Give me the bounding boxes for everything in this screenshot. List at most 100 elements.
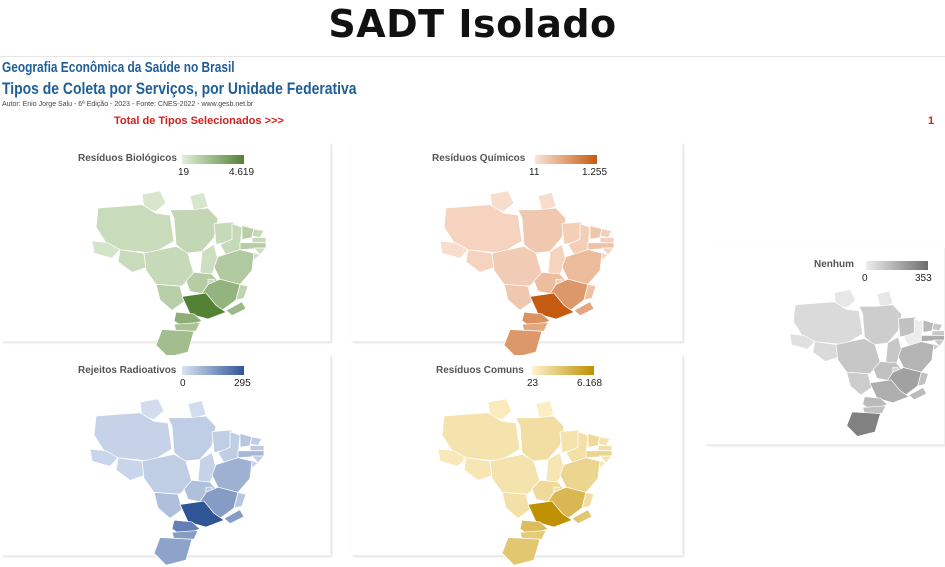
state-ba[interactable] [211,457,253,493]
state-ce[interactable] [241,224,255,240]
state-rj[interactable] [573,301,595,317]
state-to[interactable] [545,451,565,488]
state-am[interactable] [443,204,523,254]
total-selected-label: Total de Tipos Selecionados >>> [114,115,284,127]
state-al[interactable] [601,247,615,256]
state-ce[interactable] [239,432,253,448]
state-pa[interactable] [515,415,565,462]
state-ba[interactable] [897,341,935,373]
state-ap[interactable] [535,400,555,421]
state-sc[interactable] [173,322,201,332]
state-ro[interactable] [812,341,840,362]
state-ms[interactable] [153,492,183,519]
state-sc[interactable] [521,322,549,332]
state-rs[interactable] [155,329,195,358]
state-rj[interactable] [225,301,247,317]
state-pa[interactable] [517,207,567,254]
state-ro[interactable] [115,457,147,481]
state-ro[interactable] [463,457,495,481]
state-al[interactable] [599,455,613,464]
state-ro[interactable] [117,249,149,273]
color-legend [866,261,928,270]
state-rs[interactable] [153,537,193,566]
color-legend [535,155,597,164]
state-ms[interactable] [501,492,531,519]
state-ro[interactable] [465,249,497,273]
state-ac[interactable] [789,333,816,350]
state-rn[interactable] [599,228,613,238]
state-es[interactable] [917,371,929,387]
map-title: Rejeitos Radioativos [78,365,177,376]
state-ms[interactable] [503,284,533,311]
state-ce[interactable] [587,432,601,448]
state-al[interactable] [933,339,945,347]
state-ms[interactable] [155,284,185,311]
legend-min: 11 [529,167,540,178]
state-to[interactable] [197,451,217,488]
state-am[interactable] [93,412,173,462]
state-sc[interactable] [862,405,887,414]
legend-max: 353 [915,273,932,284]
map-panel-residuos-comuns[interactable]: Resíduos Comuns 23 6.168 [352,355,683,566]
state-es[interactable] [583,283,597,301]
map-panel-residuos-quimicos[interactable]: Resíduos Químicos 11 1.255 [352,143,683,358]
state-am[interactable] [441,412,521,462]
choropleth-map [789,289,945,437]
state-am[interactable] [95,204,175,254]
state-ba[interactable] [213,249,255,285]
choropleth-map [91,190,267,358]
map-title: Resíduos Biológicos [78,153,177,164]
state-rs[interactable] [846,411,881,437]
state-to[interactable] [199,243,219,280]
map-panel-nenhum[interactable]: Nenhum 0 353 [706,248,945,445]
state-es[interactable] [235,283,249,301]
state-ba[interactable] [559,457,601,493]
state-es[interactable] [581,491,595,509]
state-rs[interactable] [503,329,543,358]
state-rj[interactable] [908,387,928,401]
state-am[interactable] [792,301,864,345]
state-pb[interactable] [599,237,615,244]
choropleth-map [437,398,613,566]
state-rn[interactable] [597,436,611,446]
state-ac[interactable] [89,448,119,467]
state-rn[interactable] [931,322,944,332]
color-legend [532,366,594,375]
state-al[interactable] [253,247,267,256]
state-pa[interactable] [858,304,903,345]
state-es[interactable] [233,491,247,509]
state-al[interactable] [251,455,265,464]
state-rn[interactable] [249,436,263,446]
state-to[interactable] [547,243,567,280]
state-ba[interactable] [561,249,603,285]
state-sc[interactable] [171,530,199,540]
report-heading: Geografia Econômica da Saúde no Brasil [2,60,235,76]
state-rn[interactable] [251,228,265,238]
state-ms[interactable] [846,371,872,396]
state-pb[interactable] [251,237,267,244]
legend-max: 295 [234,378,251,389]
state-pb[interactable] [597,445,613,452]
state-to[interactable] [885,336,903,369]
state-ac[interactable] [437,448,467,467]
title-divider [0,56,945,57]
state-ac[interactable] [91,240,121,259]
color-legend [182,155,244,164]
state-ap[interactable] [187,400,207,421]
page-title: SADT Isolado [328,2,617,46]
state-rs[interactable] [501,537,541,566]
map-panel-residuos-biologicos[interactable]: Resíduos Biológicos 19 4.619 [2,143,331,358]
state-pb[interactable] [931,330,945,336]
state-rj[interactable] [223,509,245,525]
state-pa[interactable] [167,415,217,462]
state-ce[interactable] [589,224,603,240]
state-sc[interactable] [519,530,547,540]
state-ap[interactable] [876,290,894,309]
state-ap[interactable] [189,192,209,213]
map-panel-rejeitos-radioativos[interactable]: Rejeitos Radioativos 0 295 [2,355,331,566]
state-ap[interactable] [537,192,557,213]
state-pb[interactable] [249,445,265,452]
state-ac[interactable] [439,240,469,259]
state-pa[interactable] [169,207,219,254]
state-rj[interactable] [571,509,593,525]
